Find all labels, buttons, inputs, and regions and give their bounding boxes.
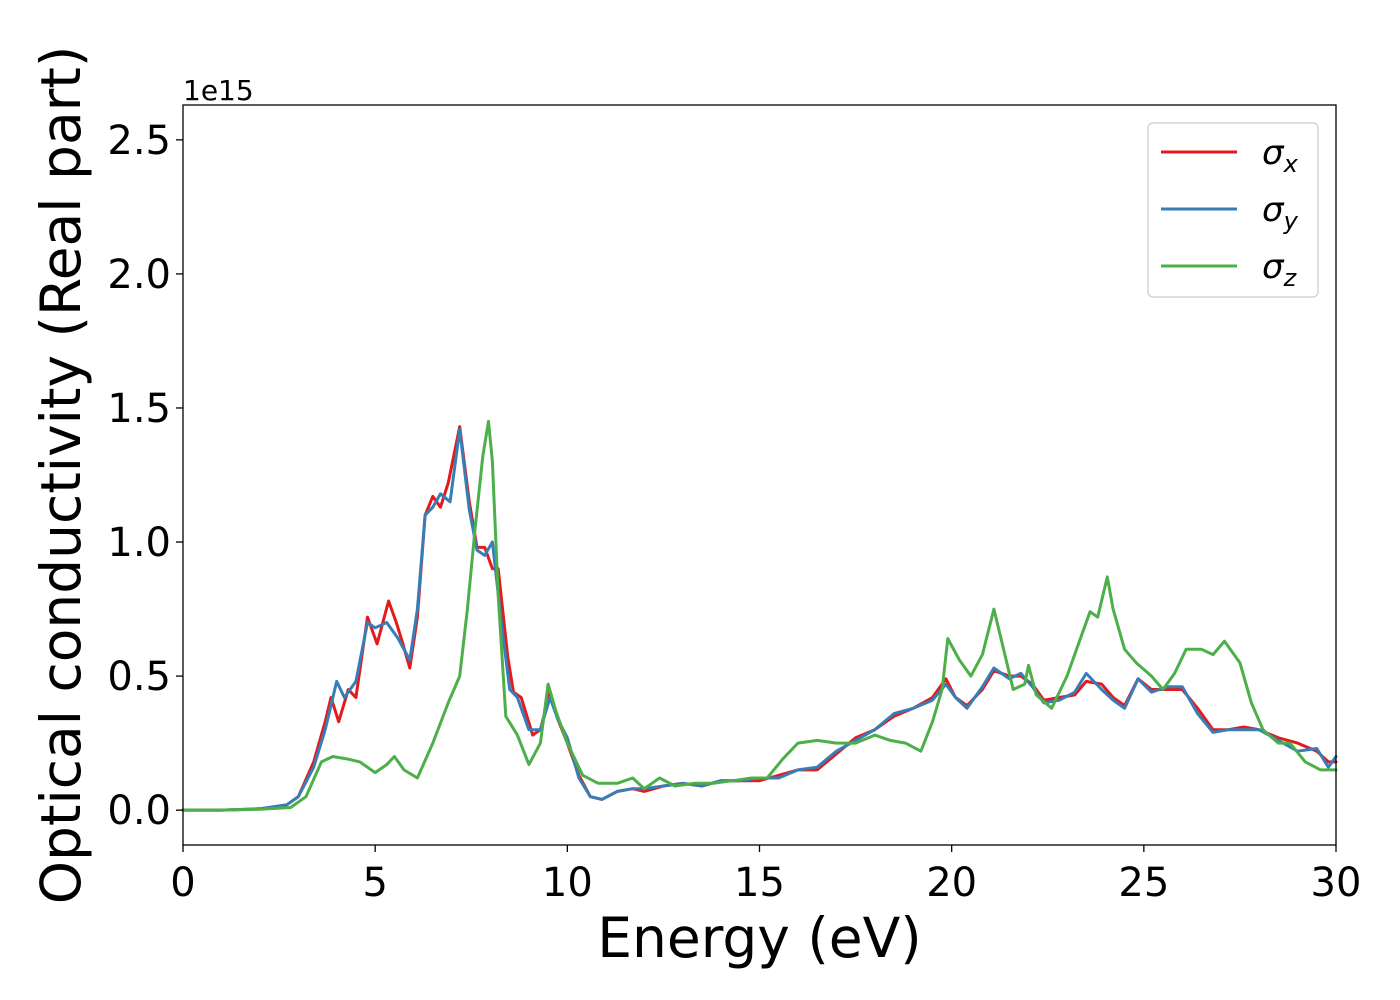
series-layer: [181, 419, 1338, 812]
y-tick-label: 1.5: [107, 386, 171, 432]
y-axis: 0.0 0.5 1.0 1.5 2.0 2.5: [107, 118, 183, 834]
series-line-z: [181, 419, 1338, 812]
x-axis-title: Energy (eV): [597, 906, 921, 970]
x-tick-label: 5: [362, 860, 387, 906]
legend-label-z: σz: [1262, 247, 1298, 292]
x-tick-label: 15: [734, 860, 785, 906]
y-axis-title: Optical conductivity (Real part): [29, 46, 93, 905]
x-tick-label: 25: [1118, 860, 1169, 906]
legend-label-x: σx: [1262, 133, 1299, 178]
y-tick-label: 0.0: [107, 788, 171, 834]
x-tick-label: 0: [170, 860, 195, 906]
y-tick-label: 0.5: [107, 654, 171, 700]
legend-label-y: σy: [1262, 190, 1299, 235]
y-tick-label: 2.0: [107, 252, 171, 298]
y-tick-label: 2.5: [107, 118, 171, 164]
x-tick-label: 30: [1311, 860, 1362, 906]
y-tick-label: 1.0: [107, 520, 171, 566]
x-tick-label: 10: [542, 860, 593, 906]
y-offset-label: 1e15: [183, 74, 254, 107]
plot-area: [183, 105, 1336, 845]
legend: σx σy σz: [1147, 122, 1319, 298]
series-line-y: [181, 427, 1338, 812]
x-tick-label: 20: [926, 860, 977, 906]
x-axis: 0 5 10 15 20 25 30: [170, 845, 1361, 906]
